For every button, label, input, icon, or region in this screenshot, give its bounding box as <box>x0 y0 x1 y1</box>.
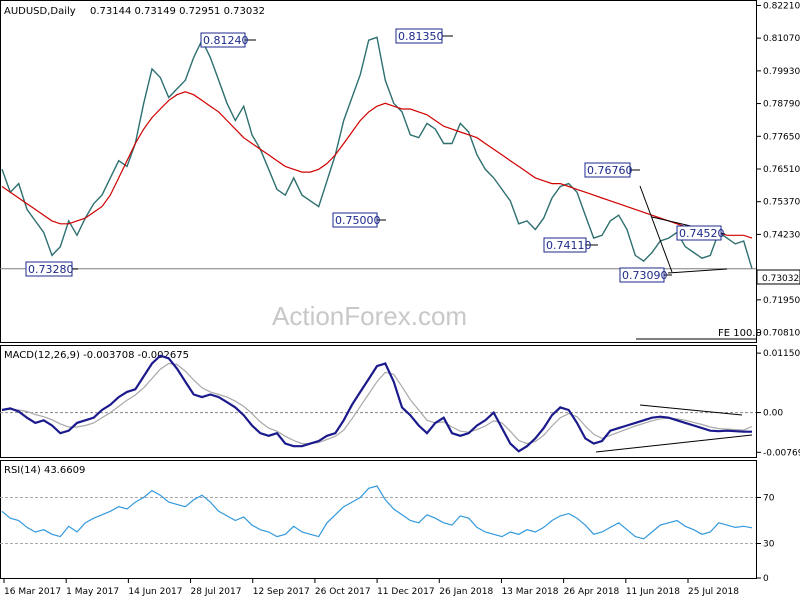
price-y-tick-label: 0.76510 <box>763 165 800 175</box>
macd-trendline-upper <box>639 404 743 416</box>
level-box-074520: 0.74520 <box>676 225 725 241</box>
current-price-tag-box <box>756 269 800 285</box>
rsi-y-tick-label: 0 <box>763 574 769 584</box>
level-box-073280: 0.73280 <box>25 261 78 277</box>
x-tick-label: 28 Jul 2017 <box>191 587 242 597</box>
rsi-panel-frame <box>0 460 757 579</box>
price-y-tick-label: 0.74230 <box>763 230 800 240</box>
macd-y-axis: 0.011508 0.00 -0.007694 <box>757 349 800 458</box>
macd-signal-line <box>2 362 753 445</box>
x-tick-label: 12 Sep 2017 <box>253 587 310 597</box>
price-y-tick-label: 0.81070 <box>763 34 800 44</box>
level-label-081240: 0.81240 <box>203 34 249 47</box>
macd-y-tick-label: 0.011508 <box>763 349 800 359</box>
x-tick-label: 26 Apr 2018 <box>564 587 620 597</box>
moving-average-line <box>1 91 753 239</box>
level-label-073280: 0.73280 <box>28 263 74 276</box>
x-tick-label: 25 Jul 2018 <box>688 587 739 597</box>
current-price-tag-label: 0.73032 <box>762 274 799 284</box>
macd-trendline-lower <box>595 434 753 453</box>
price-y-tick-label: 0.78790 <box>763 100 800 110</box>
x-tick-label: 16 Mar 2017 <box>4 587 61 597</box>
price-series-group <box>1 36 753 270</box>
watermark: ActionForex.com <box>272 301 467 331</box>
level-box-081350: 0.81350 <box>395 28 453 44</box>
current-price-tag: 0.73032 <box>756 269 800 285</box>
x-tick-label: 26 Oct 2017 <box>315 587 371 597</box>
macd-series-group <box>1 354 753 453</box>
price-y-tick-label: 0.71950 <box>763 296 800 306</box>
price-y-tick-label: 0.79930 <box>763 67 800 77</box>
x-tick-label: 13 Mar 2018 <box>501 587 558 597</box>
price-y-tick-label: 0.75370 <box>763 198 800 208</box>
level-box-075000: 0.75000 <box>332 212 386 228</box>
level-label-074520: 0.74520 <box>679 227 725 240</box>
x-tick-label: 1 May 2017 <box>66 587 119 597</box>
macd-y-tick-label: 0.00 <box>763 409 783 419</box>
macd-panel-frame <box>0 345 757 458</box>
rsi-line <box>1 485 753 540</box>
x-tick-label: 11 Dec 2017 <box>377 587 435 597</box>
rsi-y-tick-label: 70 <box>763 494 775 504</box>
x-tick-label: 11 Jun 2018 <box>626 587 680 597</box>
level-label-075000: 0.75000 <box>335 214 381 227</box>
rsi-header: RSI(14) 43.6609 <box>4 465 85 476</box>
level-label-074110: 0.74110 <box>546 239 592 252</box>
macd-header: MACD(12,26,9) -0.003708 -0.002675 <box>4 350 189 361</box>
rsi-y-axis: 70 30 0 <box>0 494 775 584</box>
level-box-076760: 0.76760 <box>584 162 640 178</box>
price-y-tick-label: 0.77650 <box>763 132 800 142</box>
rsi-series-group <box>1 485 753 540</box>
price-line <box>1 36 753 270</box>
macd-line <box>1 354 752 453</box>
level-box-074110: 0.74110 <box>543 237 598 253</box>
price-header-symbol: AUDUSD,Daily <box>4 6 76 17</box>
price-y-tick-label: 0.70810 <box>763 329 800 339</box>
price-trendline-1 <box>639 185 673 273</box>
price-y-axis: 0.82210 0.81070 0.79930 0.78790 0.77650 0.765… <box>757 1 800 339</box>
x-tick-label: 26 Jan 2018 <box>439 587 493 597</box>
x-axis: 16 Mar 2017 1 May 2017 14 Jun 2017 28 Jul 2… <box>3 579 739 597</box>
level-label-081350: 0.81350 <box>398 30 444 43</box>
price-header-ohlc: 0.73144 0.73149 0.72951 0.73032 <box>90 6 265 17</box>
rsi-y-tick-label: 30 <box>763 540 775 550</box>
price-y-tick-label: 0.82210 <box>763 1 800 11</box>
macd-y-tick-label: -0.007694 <box>763 448 800 458</box>
fe-label: FE 100.0 <box>718 328 762 339</box>
price-trendline-3 <box>667 268 728 274</box>
level-box-073090: 0.73090 <box>619 267 672 283</box>
level-label-073090: 0.73090 <box>622 269 668 282</box>
level-label-076760: 0.76760 <box>587 164 633 177</box>
level-box-081240: 0.81240 <box>200 32 256 48</box>
x-tick-label: 14 Jun 2017 <box>128 587 182 597</box>
